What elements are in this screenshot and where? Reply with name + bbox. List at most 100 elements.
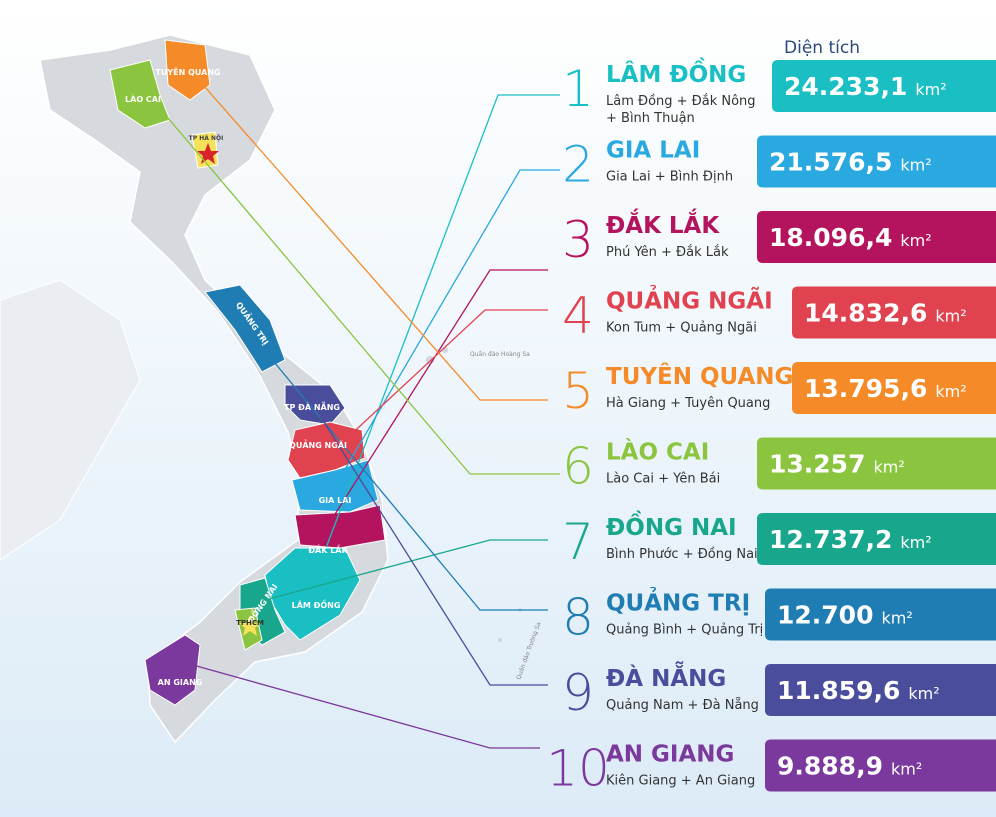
area-box bbox=[792, 362, 996, 414]
rank: 3 bbox=[562, 211, 594, 269]
area-value: 24.233,1 km² bbox=[784, 72, 947, 101]
rank: 2 bbox=[562, 136, 594, 194]
area-value: 21.576,5 km² bbox=[769, 148, 932, 177]
area-value: 18.096,4 km² bbox=[769, 223, 932, 252]
area-value: 11.859,6 km² bbox=[777, 676, 940, 705]
merged-provinces: Lào Cai + Yên Bái bbox=[606, 472, 720, 487]
map-label: LÀO CAI bbox=[125, 93, 161, 104]
merged-line: Phú Yên + Đắk Lắk bbox=[606, 245, 729, 260]
rank: 1 bbox=[562, 60, 594, 118]
map-label: GIA LAI bbox=[319, 496, 352, 505]
area-number: 21.576,5 bbox=[769, 148, 892, 177]
province-name: LÂM ĐỒNG bbox=[606, 57, 746, 88]
area-number: 12.700 bbox=[777, 601, 873, 630]
area-box bbox=[757, 211, 996, 263]
area-number: 18.096,4 bbox=[769, 223, 892, 252]
ranking-list: 1 LÂM ĐỒNG Lâm Đồng + Đắk Nông + Bình Thuận… bbox=[546, 57, 996, 798]
merged-provinces: Lâm Đồng + Đắk Nông + Bình Thuận bbox=[606, 94, 756, 126]
area-number: 12.737,2 bbox=[769, 525, 892, 554]
area-unit: km² bbox=[900, 533, 931, 552]
ranking-item: 6 LÀO CAI Lào Cai + Yên Bái 13.257 km² bbox=[562, 437, 996, 496]
map-label: ĐẮK LẮK bbox=[308, 543, 348, 555]
merged-provinces: Bình Phước + Đồng Nai bbox=[606, 547, 758, 562]
map-label: LÂM ĐỒNG bbox=[292, 598, 341, 610]
area-unit: km² bbox=[935, 307, 966, 326]
merged-line: Quảng Bình + Quảng Trị bbox=[606, 623, 763, 638]
map-label: TPHCM bbox=[236, 619, 264, 627]
area-box bbox=[757, 437, 996, 490]
area-unit: km² bbox=[900, 231, 931, 250]
ranking-item: 4 QUẢNG NGÃI Kon Tum + Quảng Ngãi 14.832,6 k… bbox=[562, 285, 996, 345]
province-name: AN GIANG bbox=[606, 742, 734, 768]
area-unit: km² bbox=[891, 760, 922, 779]
province-name: QUẢNG NGÃI bbox=[606, 285, 773, 315]
area-box bbox=[772, 60, 996, 112]
merged-provinces: Kon Tum + Quảng Ngãi bbox=[606, 321, 757, 336]
province-name: LÀO CAI bbox=[606, 438, 709, 466]
area-unit: km² bbox=[873, 458, 904, 477]
province-name: TUYÊN QUANG bbox=[606, 362, 793, 390]
merged-provinces: Quảng Bình + Quảng Trị bbox=[606, 623, 763, 638]
rank: 7 bbox=[562, 513, 594, 571]
area-unit: km² bbox=[900, 156, 931, 175]
province-name: ĐỒNG NAI bbox=[606, 510, 737, 541]
province-name: ĐẮK LẮK bbox=[606, 208, 720, 239]
area-value: 13.257 km² bbox=[769, 450, 905, 479]
area-number: 14.832,6 bbox=[804, 299, 927, 328]
area-value: 14.832,6 km² bbox=[804, 299, 967, 328]
area-number: 13.795,6 bbox=[804, 374, 927, 403]
area-box bbox=[757, 513, 996, 565]
ranking-item: 7 ĐỒNG NAI Bình Phước + Đồng Nai 12.737,2 km… bbox=[562, 510, 996, 571]
rank: 4 bbox=[562, 287, 594, 345]
map-label: TP HÀ NỘI bbox=[189, 135, 224, 142]
area-unit: km² bbox=[915, 80, 946, 99]
map-label: TP ĐÀ NẴNG bbox=[284, 400, 340, 412]
connector-lines bbox=[139, 69, 560, 749]
province-name: GIA LAI bbox=[606, 138, 700, 164]
merged-line: Kon Tum + Quảng Ngãi bbox=[606, 321, 757, 336]
merged-line: Gia Lai + Bình Định bbox=[606, 170, 733, 185]
merged-line: Quảng Nam + Đà Nẵng bbox=[606, 698, 759, 713]
merged-line: Hà Giang + Tuyên Quang bbox=[606, 396, 770, 411]
ranking-item: 9 ĐÀ NẴNG Quảng Nam + Đà Nẵng 11.859,6 km² bbox=[562, 661, 996, 722]
merged-line: Lâm Đồng + Đắk Nông bbox=[606, 94, 756, 109]
merged-provinces: Phú Yên + Đắk Lắk bbox=[606, 245, 729, 260]
area-box bbox=[765, 588, 996, 641]
rank: 9 bbox=[562, 664, 594, 722]
rank: 8 bbox=[562, 589, 594, 647]
rank: 5 bbox=[562, 362, 594, 420]
ranking-item: 8 QUẢNG TRỊ Quảng Bình + Quảng Trị 12.700 km… bbox=[562, 587, 996, 647]
merged-line: Bình Phước + Đồng Nai bbox=[606, 547, 758, 562]
area-number: 9.888,9 bbox=[777, 752, 883, 781]
rank: 10 bbox=[546, 740, 610, 798]
map-label: QUẢNG NGÃI bbox=[289, 439, 347, 450]
area-unit: km² bbox=[908, 684, 939, 703]
area-value: 12.700 km² bbox=[777, 601, 913, 630]
ranking-item: 1 LÂM ĐỒNG Lâm Đồng + Đắk Nông + Bình Thuận… bbox=[562, 57, 996, 126]
province-name: ĐÀ NẴNG bbox=[606, 661, 726, 692]
merged-provinces: Gia Lai + Bình Định bbox=[606, 170, 733, 185]
area-unit: km² bbox=[881, 609, 912, 628]
area-box bbox=[792, 286, 996, 339]
area-value: 13.795,6 km² bbox=[804, 374, 967, 403]
map-label: AN GIANG bbox=[158, 678, 203, 687]
area-number: 13.257 bbox=[769, 450, 865, 479]
merged-line: Lào Cai + Yên Bái bbox=[606, 472, 720, 487]
area-box bbox=[765, 739, 996, 792]
merged-provinces: Kiên Giang + An Giang bbox=[606, 774, 755, 789]
header: Diện tích bbox=[784, 38, 860, 58]
merged-line: Kiên Giang + An Giang bbox=[606, 774, 755, 789]
province-name: QUẢNG TRỊ bbox=[606, 587, 750, 617]
merged-provinces: Quảng Nam + Đà Nẵng bbox=[606, 698, 759, 713]
area-number: 24.233,1 bbox=[784, 72, 907, 101]
area-value: 9.888,9 km² bbox=[777, 752, 922, 781]
merged-line: + Bình Thuận bbox=[606, 111, 695, 126]
merged-provinces: Hà Giang + Tuyên Quang bbox=[606, 396, 770, 411]
area-box bbox=[757, 135, 996, 188]
map-label: TUYÊN QUANG bbox=[155, 66, 220, 77]
ranking-item: 3 ĐẮK LẮK Phú Yên + Đắk Lắk 18.096,4 km² bbox=[562, 208, 996, 269]
area-number: 11.859,6 bbox=[777, 676, 900, 705]
rank: 6 bbox=[562, 438, 594, 496]
